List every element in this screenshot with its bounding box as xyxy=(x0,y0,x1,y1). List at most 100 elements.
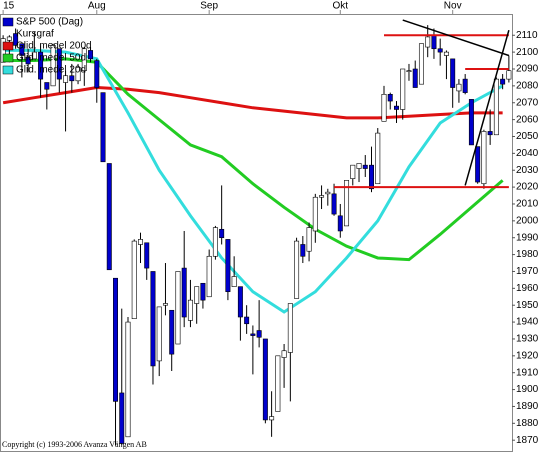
candle-body xyxy=(19,43,25,56)
candle-body xyxy=(200,282,206,301)
candle-body xyxy=(150,271,156,367)
y-tick-label: 1970 xyxy=(516,266,539,277)
candle-body xyxy=(462,78,468,93)
candle-body xyxy=(69,75,75,82)
x-tick-label: Nov xyxy=(444,1,462,12)
candle-body xyxy=(25,56,31,65)
candle-body xyxy=(350,164,356,179)
candle-body xyxy=(312,196,318,232)
candle-body xyxy=(212,227,218,257)
candle-body xyxy=(38,51,44,80)
candle-body xyxy=(319,195,325,198)
candle-body xyxy=(269,416,275,421)
y-tick-label: 2000 xyxy=(516,215,539,226)
candle-body xyxy=(275,355,281,412)
candle-body xyxy=(175,271,181,345)
candle-body xyxy=(394,105,399,110)
legend-label: Glid. medel 20d xyxy=(16,65,86,76)
candle-body xyxy=(75,67,81,82)
candle-body xyxy=(262,338,268,421)
y-tick-label: 2020 xyxy=(516,182,539,193)
candle-body xyxy=(119,392,125,444)
candle-body xyxy=(169,309,175,355)
candle-body xyxy=(219,228,225,239)
candle-body xyxy=(400,68,406,110)
candle-body xyxy=(131,240,137,320)
copyright: Copyright (c) 1993-2006 Avanza Vängen AB xyxy=(2,440,147,449)
y-tick-label: 1960 xyxy=(516,283,539,294)
y-tick-label: 2060 xyxy=(516,114,539,125)
candle-body xyxy=(443,51,449,56)
candle-body xyxy=(231,276,237,287)
candle-body xyxy=(287,303,293,353)
y-tick-label: 1950 xyxy=(516,300,539,311)
y-tick-label: 2070 xyxy=(516,97,539,108)
candle-body xyxy=(244,316,250,325)
candle-body xyxy=(362,164,368,169)
y-tick-label: 1980 xyxy=(516,249,539,260)
y-tick-label: 1870 xyxy=(516,435,539,446)
candle-body xyxy=(356,163,362,169)
y-tick-label: 1920 xyxy=(516,350,539,361)
candle-body xyxy=(294,240,300,299)
candle-body xyxy=(156,306,162,362)
y-tick-label: 2100 xyxy=(516,47,539,58)
x-tick-label: Sep xyxy=(200,1,218,12)
candle-body xyxy=(325,191,331,195)
legend-label: Glid. medel 200d xyxy=(16,41,92,52)
x-tick-label: 15 xyxy=(3,1,15,12)
candle-body xyxy=(375,132,381,185)
candle-body xyxy=(256,330,262,338)
y-tick-label: 1990 xyxy=(516,232,539,243)
y-tick-label: 1890 xyxy=(516,401,539,412)
candle-body xyxy=(493,78,499,136)
candle-body xyxy=(306,227,312,252)
y-tick-label: 1880 xyxy=(516,418,539,429)
candle-body xyxy=(468,99,474,146)
legend-swatch xyxy=(2,17,14,27)
moving-average xyxy=(2,86,503,120)
y-tick-label: 2040 xyxy=(516,148,539,159)
candle-body xyxy=(281,350,287,358)
y-tick-label: 1900 xyxy=(516,384,539,395)
candle-body xyxy=(113,277,118,402)
candle-body xyxy=(138,239,143,245)
candle-body xyxy=(94,60,100,88)
candle-body xyxy=(481,131,487,185)
candle-body xyxy=(381,94,387,122)
y-tick-label: 2050 xyxy=(516,131,539,142)
candle-body xyxy=(425,36,431,48)
candle-body xyxy=(250,333,256,336)
candle-body xyxy=(406,70,412,72)
y-tick-label: 2010 xyxy=(516,199,539,210)
y-tick-label: 2090 xyxy=(516,64,539,75)
legend-label: Glid. medel 50d xyxy=(16,53,86,64)
candle-body xyxy=(300,244,306,257)
candle-body xyxy=(50,45,56,87)
legend-swatch xyxy=(2,65,14,75)
candle-body xyxy=(56,48,62,80)
candle-body xyxy=(337,215,343,232)
candle-body xyxy=(6,36,12,41)
y-tick-label: 2080 xyxy=(516,81,539,92)
candle-body xyxy=(387,94,393,102)
candle-body xyxy=(144,242,150,269)
candle-body xyxy=(13,33,19,46)
candle-body xyxy=(331,193,337,215)
candle-body xyxy=(237,286,243,318)
legend-swatch xyxy=(2,53,14,63)
y-tick-label: 1930 xyxy=(516,334,539,345)
candle-body xyxy=(194,286,200,304)
trend-line xyxy=(402,19,510,57)
y-tick-label: 2110 xyxy=(516,30,538,41)
x-tick-label: Aug xyxy=(88,1,106,12)
y-tick-label: 1940 xyxy=(516,317,539,328)
candle-body xyxy=(63,75,69,83)
candle-body xyxy=(187,299,193,321)
y-tick-label: 2030 xyxy=(516,165,539,176)
candle-body xyxy=(31,51,37,60)
candle-body xyxy=(44,82,50,90)
plot-area xyxy=(0,19,512,446)
